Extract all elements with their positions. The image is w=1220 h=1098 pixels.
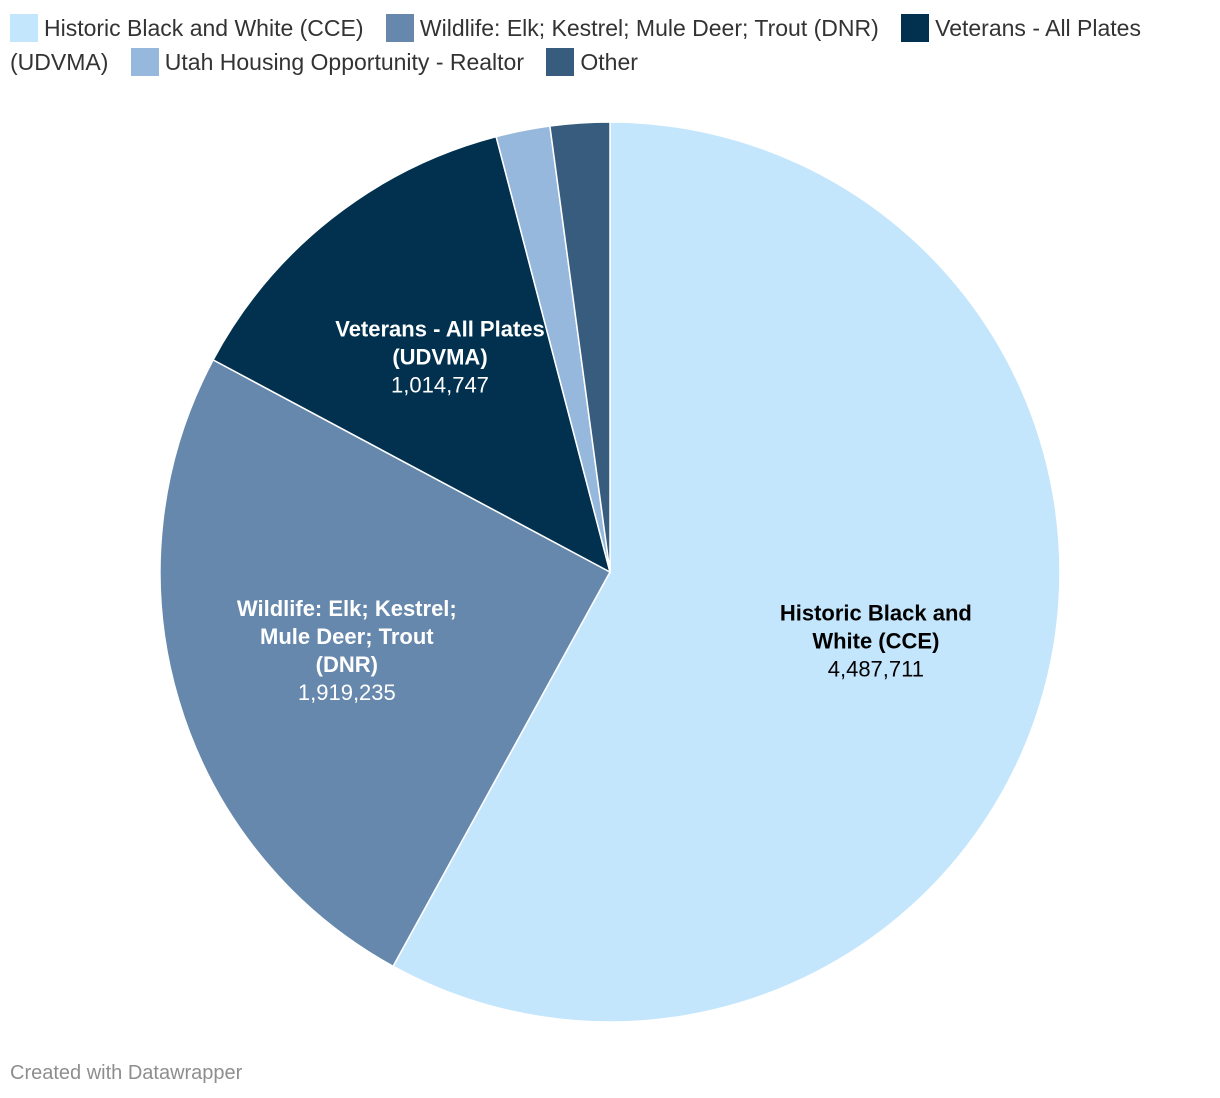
slice-label: White (CCE) <box>812 628 939 653</box>
slice-value-label: 1,014,747 <box>391 372 489 397</box>
legend-item: Historic Black and White (CCE) <box>10 14 364 42</box>
legend-item: Utah Housing Opportunity - Realtor <box>130 48 525 76</box>
slice-label: Mule Deer; Trout <box>260 624 434 649</box>
legend-swatch <box>546 48 575 76</box>
legend-swatch <box>10 14 38 42</box>
legend-label: Utah Housing Opportunity - Realtor <box>164 49 525 75</box>
legend-label: Veterans - All Plates (UDVMA) <box>10 15 1141 75</box>
legend-item: Other <box>546 48 638 76</box>
pie-slice <box>212 135 612 574</box>
slice-value-label: 4,487,711 <box>828 656 924 681</box>
pie-slice <box>549 121 611 573</box>
legend-swatch <box>130 48 159 76</box>
slice-value-label: 1,919,235 <box>298 680 396 705</box>
slice-label: (DNR) <box>316 652 378 677</box>
slice-label: Wildlife: Elk; Kestrel; <box>237 596 457 621</box>
legend-label: Historic Black and White (CCE) <box>44 15 364 41</box>
legend-label: Wildlife: Elk; Kestrel; Mule Deer; Trout… <box>419 15 879 41</box>
legend-label: Other <box>580 49 638 75</box>
slice-label: (UDVMA) <box>392 344 487 369</box>
pie-slice <box>392 121 1061 1023</box>
legend-item: Wildlife: Elk; Kestrel; Mule Deer; Trout… <box>385 14 879 42</box>
legend-swatch <box>385 14 414 42</box>
footer-credit: Created with Datawrapper <box>10 1062 243 1084</box>
legend-swatch <box>901 14 930 42</box>
slice-label: Historic Black and <box>780 600 972 625</box>
pie-slice <box>159 358 612 968</box>
slice-label: Veterans - All Plates <box>335 316 545 341</box>
legend-item: Veterans - All Plates (UDVMA) <box>10 14 1141 75</box>
chart-legend: Historic Black and White (CCE) Wildlife:… <box>10 11 1200 79</box>
